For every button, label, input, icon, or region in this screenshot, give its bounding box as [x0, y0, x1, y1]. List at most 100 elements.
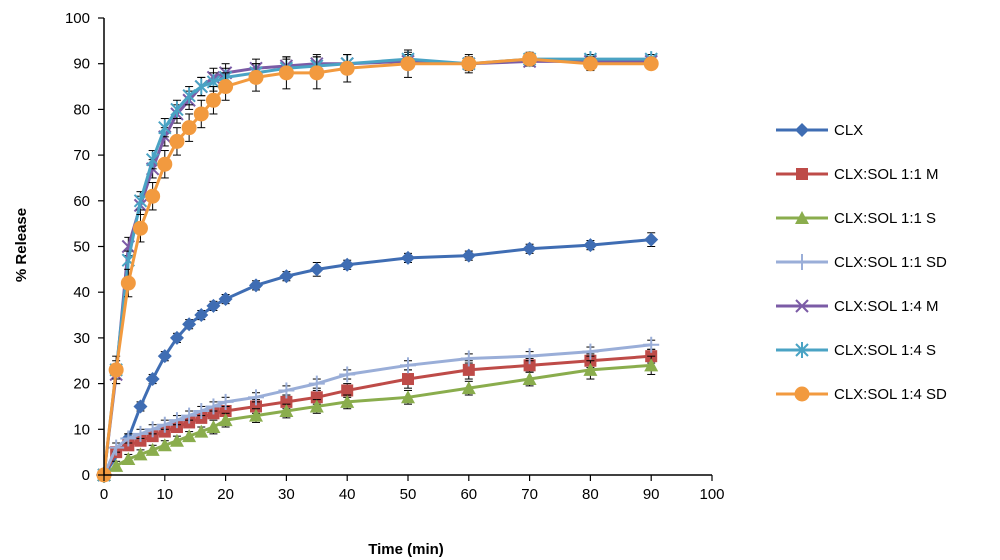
data-point: [169, 330, 184, 345]
data-point: [132, 425, 149, 442]
data-point: [194, 78, 208, 95]
data-point: [193, 403, 210, 420]
y-tick-label: 60: [73, 193, 90, 210]
data-point: [278, 382, 295, 399]
legend-marker: [795, 211, 809, 224]
data-point: [219, 405, 232, 418]
data-point: [250, 400, 262, 413]
legend-item: CLX:SOL 1:4 S: [776, 342, 936, 359]
data-point: [462, 363, 475, 376]
x-tick-label: 30: [278, 486, 295, 503]
data-point: [644, 358, 659, 372]
data-point: [206, 298, 221, 313]
data-point: [522, 372, 537, 386]
legend-label: CLX: [834, 122, 863, 139]
data-point: [158, 119, 172, 136]
x-tick-label: 80: [582, 486, 599, 503]
y-tick-label: 10: [73, 421, 90, 438]
data-point: [309, 65, 325, 81]
data-point: [582, 56, 598, 72]
data-point: [341, 384, 354, 397]
axes: 0 10 20 30 40 50 60 70 80 90 100 0 10 20 30 40 50 60 70 80…: [65, 10, 725, 503]
data-point: [120, 430, 137, 447]
data-point: [145, 442, 160, 456]
data-point: [169, 133, 185, 149]
data-point: [583, 362, 598, 376]
legend-marker: [794, 254, 810, 270]
data-point: [340, 257, 355, 272]
x-tick-label: 0: [100, 486, 108, 503]
data-point: [205, 92, 221, 108]
legend-marker: [795, 342, 809, 358]
data-point: [309, 262, 324, 277]
data-point: [279, 269, 294, 284]
data-point: [218, 292, 233, 307]
data-point: [108, 439, 125, 456]
x-tick-label: 100: [699, 486, 724, 503]
data-point: [182, 87, 196, 104]
data-point: [108, 362, 124, 378]
legend: CLX CLX:SOL 1:1 M CLX:SOL 1:1 S CLX:SOL 1:1…: [776, 122, 947, 403]
data-point: [156, 416, 173, 433]
y-tick-label: 30: [73, 330, 90, 347]
data-point: [144, 421, 161, 438]
series-line: [102, 343, 652, 476]
series-clx-sol-1-1-sd: [96, 336, 660, 483]
data-point: [400, 56, 416, 72]
data-point: [121, 452, 136, 466]
y-tick-label: 50: [73, 239, 90, 256]
data-point: [339, 60, 355, 76]
data-point: [582, 343, 599, 360]
y-tick-label: 80: [73, 101, 90, 118]
y-tick-label: 100: [65, 10, 90, 27]
x-tick-label: 90: [643, 486, 660, 503]
data-point: [248, 389, 264, 406]
data-point: [308, 375, 325, 392]
data-point: [218, 79, 234, 95]
data-point: [133, 447, 148, 461]
x-tick-label: 50: [400, 486, 417, 503]
data-point: [181, 407, 198, 424]
data-point: [279, 404, 294, 418]
y-tick-label: 90: [73, 56, 90, 73]
data-point: [205, 398, 222, 415]
legend-label: CLX:SOL 1:4 SD: [834, 386, 947, 403]
data-point: [182, 317, 197, 332]
data-point: [120, 275, 136, 291]
data-point: [521, 348, 538, 365]
data-point: [182, 429, 197, 443]
data-point: [644, 232, 659, 247]
y-axis-ticks: 0 10 20 30 40 50 60 70 80 90 100: [65, 10, 104, 484]
data-point: [145, 188, 161, 204]
data-point: [169, 433, 184, 447]
y-tick-label: 0: [82, 467, 90, 484]
data-point: [401, 390, 415, 404]
y-tick-label: 20: [73, 376, 90, 393]
legend-label: CLX:SOL 1:1 M: [834, 166, 939, 183]
data-point: [523, 359, 536, 372]
legend-item: CLX:SOL 1:4 SD: [776, 386, 947, 403]
data-point: [133, 192, 148, 209]
x-tick-label: 20: [217, 486, 234, 503]
data-point: [170, 101, 184, 118]
data-point: [310, 391, 323, 404]
legend-marker: [795, 123, 809, 137]
legend-label: CLX:SOL 1:4 S: [834, 342, 936, 359]
x-tick-label: 60: [460, 486, 477, 503]
data-point: [280, 395, 293, 408]
data-point: [249, 408, 263, 422]
series-clx-sol-1-1-s: [97, 355, 659, 481]
x-tick-label: 40: [339, 486, 356, 503]
data-point: [217, 393, 234, 410]
data-point: [145, 372, 160, 387]
legend-label: CLX:SOL 1:1 S: [834, 210, 936, 227]
legend-item: CLX:SOL 1:1 SD: [776, 254, 947, 271]
data-point: [339, 366, 356, 383]
data-point: [402, 373, 414, 386]
x-axis-title: Time (min): [368, 541, 444, 558]
data-point: [460, 350, 477, 367]
data-point: [400, 357, 416, 374]
legend-marker: [795, 299, 809, 313]
data-point: [340, 394, 355, 408]
